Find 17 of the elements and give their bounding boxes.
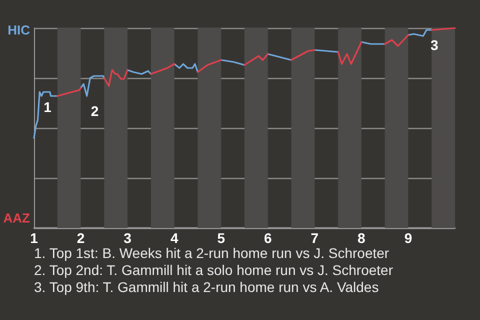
x-tick-label: 9 <box>404 230 412 246</box>
x-tick-label: 7 <box>310 230 319 246</box>
x-tick-label: 6 <box>264 230 272 246</box>
x-tick-label: 8 <box>358 230 366 246</box>
text: HIC <box>8 22 31 38</box>
x-tick-label: 1 <box>30 230 38 246</box>
x-tick-label: 3 <box>124 230 132 246</box>
text: AAZ <box>3 210 30 226</box>
text: 1. Top 1st: B. Weeks hit a 2-run home run vs J. Schroeter <box>34 245 390 261</box>
annotation: 2 <box>90 103 99 119</box>
x-tick-label: 4 <box>170 230 178 246</box>
text: 2. Top 2nd: T. Gammill hit a solo home run vs J. Schroeter <box>34 262 394 278</box>
text: 3. Top 9th: T. Gammill hit a 2-run home run vs A. Valdes <box>34 279 379 295</box>
annotation: 3 <box>430 37 438 53</box>
x-tick-label: 2 <box>76 230 85 246</box>
annotation: 1 <box>44 99 52 115</box>
x-tick-label: 5 <box>217 230 226 246</box>
